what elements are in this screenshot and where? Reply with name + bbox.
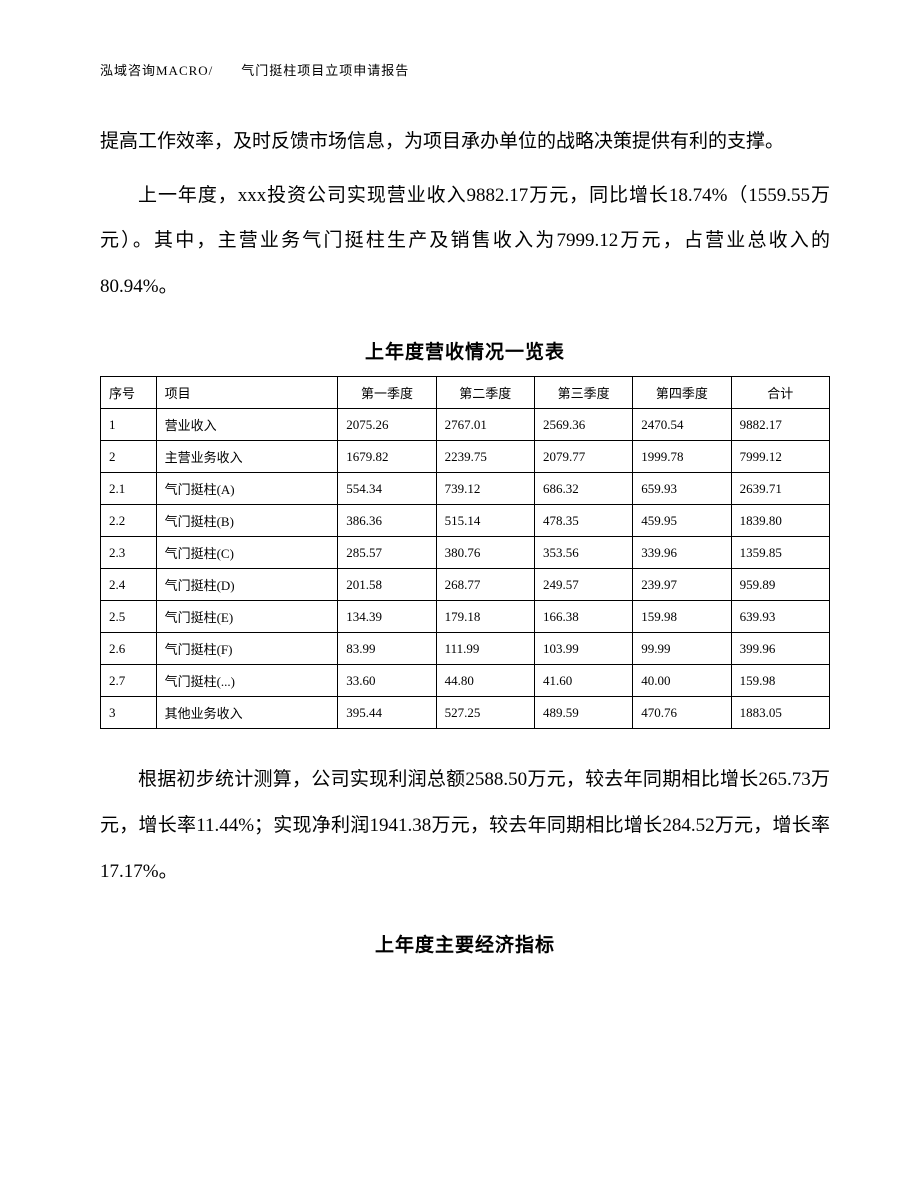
paragraph-1: 提高工作效率，及时反馈市场信息，为项目承办单位的战略决策提供有利的支撑。: [100, 119, 830, 165]
cell-q2: 111.99: [436, 633, 534, 665]
cell-q1: 285.57: [338, 537, 436, 569]
cell-total: 1839.80: [731, 505, 829, 537]
cell-q1: 83.99: [338, 633, 436, 665]
cell-q1: 395.44: [338, 697, 436, 729]
cell-total: 639.93: [731, 601, 829, 633]
cell-seq: 2.4: [101, 569, 157, 601]
paragraph-2: 上一年度，xxx投资公司实现营业收入9882.17万元，同比增长18.74%（1…: [100, 173, 830, 310]
header-right: 气门挺柱项目立项申请报告: [241, 63, 409, 78]
cell-item: 气门挺柱(C): [156, 537, 338, 569]
cell-q4: 239.97: [633, 569, 731, 601]
cell-q4: 99.99: [633, 633, 731, 665]
cell-total: 9882.17: [731, 409, 829, 441]
cell-q1: 134.39: [338, 601, 436, 633]
cell-total: 959.89: [731, 569, 829, 601]
table-row: 2.6 气门挺柱(F) 83.99 111.99 103.99 99.99 39…: [101, 633, 830, 665]
cell-total: 1359.85: [731, 537, 829, 569]
cell-seq: 2.5: [101, 601, 157, 633]
cell-seq: 2.6: [101, 633, 157, 665]
cell-q3: 686.32: [534, 473, 632, 505]
cell-q4: 339.96: [633, 537, 731, 569]
cell-q4: 159.98: [633, 601, 731, 633]
cell-q3: 2569.36: [534, 409, 632, 441]
cell-seq: 2: [101, 441, 157, 473]
cell-q2: 527.25: [436, 697, 534, 729]
header-left: 泓域咨询MACRO/: [100, 63, 213, 78]
cell-q4: 2470.54: [633, 409, 731, 441]
col-header-q2: 第二季度: [436, 377, 534, 409]
table-row: 2.2 气门挺柱(B) 386.36 515.14 478.35 459.95 …: [101, 505, 830, 537]
cell-item: 营业收入: [156, 409, 338, 441]
cell-q2: 515.14: [436, 505, 534, 537]
cell-q4: 459.95: [633, 505, 731, 537]
table-row: 2.7 气门挺柱(...) 33.60 44.80 41.60 40.00 15…: [101, 665, 830, 697]
cell-item: 气门挺柱(...): [156, 665, 338, 697]
col-header-item: 项目: [156, 377, 338, 409]
cell-seq: 2.3: [101, 537, 157, 569]
table-1-title: 上年度营收情况一览表: [100, 337, 830, 364]
col-header-seq: 序号: [101, 377, 157, 409]
cell-q3: 478.35: [534, 505, 632, 537]
cell-q3: 166.38: [534, 601, 632, 633]
cell-item: 其他业务收入: [156, 697, 338, 729]
table-row: 2 主营业务收入 1679.82 2239.75 2079.77 1999.78…: [101, 441, 830, 473]
cell-total: 399.96: [731, 633, 829, 665]
cell-q4: 470.76: [633, 697, 731, 729]
table-row: 1 营业收入 2075.26 2767.01 2569.36 2470.54 9…: [101, 409, 830, 441]
cell-q2: 179.18: [436, 601, 534, 633]
col-header-q3: 第三季度: [534, 377, 632, 409]
cell-seq: 2.7: [101, 665, 157, 697]
cell-q1: 2075.26: [338, 409, 436, 441]
table-row: 2.4 气门挺柱(D) 201.58 268.77 249.57 239.97 …: [101, 569, 830, 601]
cell-q4: 40.00: [633, 665, 731, 697]
cell-total: 1883.05: [731, 697, 829, 729]
paragraph-3: 根据初步统计测算，公司实现利润总额2588.50万元，较去年同期相比增长265.…: [100, 757, 830, 894]
cell-q2: 44.80: [436, 665, 534, 697]
col-header-total: 合计: [731, 377, 829, 409]
cell-item: 气门挺柱(B): [156, 505, 338, 537]
cell-q4: 1999.78: [633, 441, 731, 473]
cell-item: 主营业务收入: [156, 441, 338, 473]
page-header: 泓域咨询MACRO/气门挺柱项目立项申请报告: [100, 60, 830, 79]
cell-total: 159.98: [731, 665, 829, 697]
cell-q2: 2239.75: [436, 441, 534, 473]
table-header-row: 序号 项目 第一季度 第二季度 第三季度 第四季度 合计: [101, 377, 830, 409]
table-row: 2.3 气门挺柱(C) 285.57 380.76 353.56 339.96 …: [101, 537, 830, 569]
table-body: 1 营业收入 2075.26 2767.01 2569.36 2470.54 9…: [101, 409, 830, 729]
table-row: 2.1 气门挺柱(A) 554.34 739.12 686.32 659.93 …: [101, 473, 830, 505]
cell-q4: 659.93: [633, 473, 731, 505]
cell-item: 气门挺柱(A): [156, 473, 338, 505]
revenue-table: 序号 项目 第一季度 第二季度 第三季度 第四季度 合计 1 营业收入 2075…: [100, 376, 830, 729]
cell-q2: 2767.01: [436, 409, 534, 441]
cell-item: 气门挺柱(F): [156, 633, 338, 665]
cell-q1: 201.58: [338, 569, 436, 601]
cell-seq: 3: [101, 697, 157, 729]
cell-q2: 268.77: [436, 569, 534, 601]
cell-q3: 41.60: [534, 665, 632, 697]
table-row: 2.5 气门挺柱(E) 134.39 179.18 166.38 159.98 …: [101, 601, 830, 633]
cell-item: 气门挺柱(E): [156, 601, 338, 633]
cell-seq: 2.2: [101, 505, 157, 537]
col-header-q1: 第一季度: [338, 377, 436, 409]
cell-seq: 2.1: [101, 473, 157, 505]
cell-q1: 386.36: [338, 505, 436, 537]
cell-q1: 1679.82: [338, 441, 436, 473]
cell-q1: 554.34: [338, 473, 436, 505]
cell-q3: 2079.77: [534, 441, 632, 473]
cell-q3: 353.56: [534, 537, 632, 569]
cell-q3: 489.59: [534, 697, 632, 729]
cell-q1: 33.60: [338, 665, 436, 697]
cell-item: 气门挺柱(D): [156, 569, 338, 601]
table-row: 3 其他业务收入 395.44 527.25 489.59 470.76 188…: [101, 697, 830, 729]
cell-q2: 380.76: [436, 537, 534, 569]
cell-q3: 103.99: [534, 633, 632, 665]
cell-total: 2639.71: [731, 473, 829, 505]
cell-q3: 249.57: [534, 569, 632, 601]
section-2-title: 上年度主要经济指标: [100, 930, 830, 957]
cell-total: 7999.12: [731, 441, 829, 473]
col-header-q4: 第四季度: [633, 377, 731, 409]
cell-q2: 739.12: [436, 473, 534, 505]
cell-seq: 1: [101, 409, 157, 441]
